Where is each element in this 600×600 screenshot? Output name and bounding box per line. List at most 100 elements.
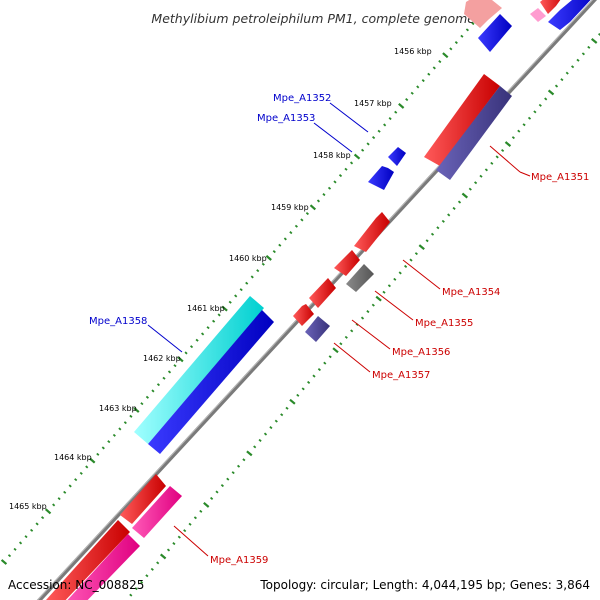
minor-tick [398,271,402,275]
tick-label: 1456 kbp [394,47,432,56]
minor-tick [177,535,181,539]
leader-Mpe_A1359 [173,525,209,557]
minor-tick [414,252,418,256]
minor-tick [457,200,462,204]
minor-tick [449,47,453,51]
gene-arrow-partial[interactable] [540,0,566,14]
gene-arrow-partial[interactable] [62,534,140,600]
minor-tick [452,206,456,210]
major-tick [221,305,228,312]
accession-text: Accession: NC_008825 [8,578,145,592]
minor-tick [538,103,542,107]
gene-Mpe_A1356-arrow[interactable] [309,278,336,308]
major-tick [591,38,598,44]
minor-tick [79,471,83,475]
minor-tick [35,522,39,526]
minor-tick [220,484,224,488]
tick-label: 1465 kbp [9,502,47,511]
gene-label-Mpe_A1359[interactable]: Mpe_A1359 [210,555,268,566]
gene-Mpe_A1355-arrow-2[interactable] [346,264,374,292]
gene-Mpe_A1352-arrow[interactable] [388,147,406,166]
major-tick [265,254,272,261]
gene-Mpe_A1356-arrow-2[interactable] [293,304,314,326]
major-tick [289,398,296,405]
minor-tick [490,161,494,165]
gene-Mpe_A1359-arrow[interactable] [120,474,166,524]
major-tick [44,508,52,515]
gene-label-Mpe_A1355[interactable]: Mpe_A1355 [415,318,473,329]
gene-arrow-partial[interactable] [530,8,546,22]
gene-Mpe_A1354-arrow[interactable] [354,212,390,252]
minor-tick [366,310,370,314]
minor-tick [517,129,521,133]
minor-tick [317,368,321,372]
minor-tick [387,284,391,288]
minor-tick [172,542,176,546]
gene-label-Mpe_A1357[interactable]: Mpe_A1357 [372,370,430,381]
tick-track-inner [129,32,600,597]
gene-Mpe_A1358-arrow[interactable] [134,296,264,444]
major-tick [418,244,425,251]
minor-tick [201,332,205,336]
leader-Mpe_A1354 [402,259,441,290]
minor-tick [305,212,309,216]
gene-label-Mpe_A1356[interactable]: Mpe_A1356 [392,347,450,358]
minor-tick [162,376,166,380]
minor-tick [118,427,122,431]
tick-label: 1463 kbp [99,404,137,413]
gene-Mpe_A1355-arrow[interactable] [334,250,360,276]
minor-tick [436,226,440,230]
minor-tick [134,587,138,591]
tick-track-outer [0,22,475,565]
minor-tick [140,580,144,584]
minor-tick [533,110,537,114]
major-tick [398,102,405,109]
tick-label: 1462 kbp [143,354,181,363]
gene-label-Mpe_A1353[interactable]: Mpe_A1353 [257,113,315,124]
minor-tick [344,167,348,171]
minor-tick [393,277,397,281]
gene-Mpe_A1353-arrow[interactable] [368,166,394,190]
gene-Mpe_A1357-arrow[interactable] [305,316,330,342]
minor-tick [565,71,569,75]
gene-label-Mpe_A1354[interactable]: Mpe_A1354 [442,287,500,298]
leader-Mpe_A1357 [333,342,371,373]
gene-label-Mpe_A1352[interactable]: Mpe_A1352 [273,93,331,104]
minor-tick [123,421,127,425]
minor-tick [18,541,23,545]
gene-arrow-partial[interactable] [46,520,130,600]
minor-tick [285,406,289,410]
gene-arrow-partial[interactable] [464,0,502,28]
gene-Mpe_A1359-arrow-2[interactable] [132,486,182,538]
major-tick [246,450,253,457]
minor-tick [24,535,28,539]
minor-tick [189,345,194,349]
gene-arrow-partial[interactable] [478,14,512,52]
minor-tick [501,148,505,153]
minor-tick [217,313,221,317]
tick-label: 1458 kbp [313,151,351,160]
minor-tick [382,290,386,294]
minor-tick [206,326,210,330]
minor-tick [96,452,100,456]
minor-tick [339,342,343,346]
minor-tick [261,262,265,266]
gene-Mpe_A1351-arrow[interactable] [424,74,500,166]
gene-Mpe_A1358-arrow-2[interactable] [148,310,274,454]
leader-Mpe_A1353 [313,122,353,153]
minor-tick [322,193,326,197]
minor-tick [495,155,499,159]
gene-label-Mpe_A1358[interactable]: Mpe_A1358 [89,316,147,327]
minor-tick [511,136,515,140]
minor-tick [253,445,257,449]
major-tick [89,457,96,464]
minor-tick [410,91,414,95]
gene-label-Mpe_A1351[interactable]: Mpe_A1351 [531,172,589,183]
minor-tick [425,239,429,243]
gene-arrow-partial[interactable] [548,0,598,30]
minor-tick [274,419,278,423]
major-tick [332,347,339,354]
minor-tick [263,432,268,436]
gene-Mpe_A1351-arrow-2[interactable] [436,86,512,180]
